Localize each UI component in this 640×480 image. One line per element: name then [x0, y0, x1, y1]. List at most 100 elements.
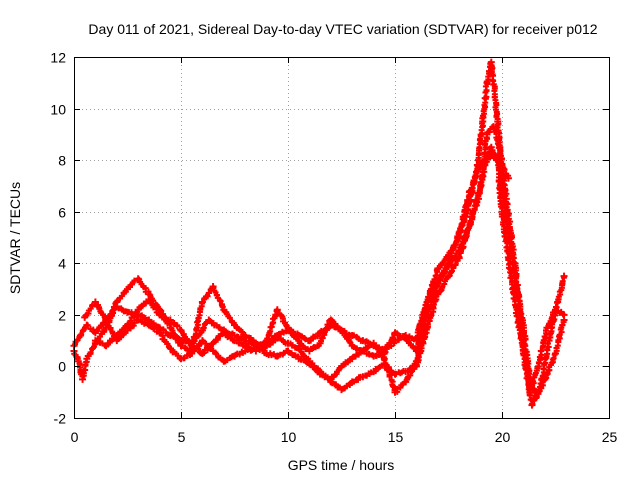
series-3-track	[82, 124, 567, 394]
x-tick-label: 15	[388, 429, 404, 445]
track-marker	[214, 336, 221, 343]
track-marker	[205, 289, 212, 296]
track-marker	[334, 324, 341, 331]
track-marker	[83, 358, 90, 365]
track-marker	[203, 318, 210, 325]
track-marker	[199, 300, 206, 307]
track-marker	[494, 157, 501, 164]
track-marker	[224, 334, 231, 341]
chart-title: Day 011 of 2021, Sidereal Day-to-day VTE…	[88, 21, 597, 37]
track-marker	[251, 339, 258, 346]
track-marker	[560, 319, 567, 326]
y-tick-label: 4	[58, 256, 66, 272]
track-marker	[431, 290, 438, 297]
track-marker	[375, 345, 382, 352]
series-2	[70, 143, 568, 409]
track-marker	[510, 259, 517, 266]
y-axis-label: SDTVAR / TECUs	[7, 182, 23, 294]
track-marker	[411, 361, 418, 368]
track-marker	[165, 316, 172, 323]
x-tick-label: 20	[495, 429, 511, 445]
track-marker	[188, 341, 195, 348]
track-marker	[347, 356, 354, 363]
track-marker	[315, 330, 322, 337]
track-marker	[229, 353, 236, 360]
track-marker	[513, 278, 520, 285]
track-marker	[533, 394, 540, 401]
series-4	[91, 151, 512, 396]
track-marker	[559, 278, 566, 285]
track-marker	[134, 308, 141, 315]
track-marker	[505, 172, 512, 179]
track-marker	[386, 340, 393, 347]
track-marker	[168, 345, 175, 352]
track-marker	[471, 177, 478, 184]
track-marker	[127, 317, 134, 324]
track-marker	[145, 288, 152, 295]
track-marker	[219, 303, 226, 310]
track-marker	[389, 334, 396, 341]
track-marker	[465, 226, 472, 233]
track-marker	[542, 327, 549, 334]
x-tick-label: 5	[178, 429, 186, 445]
track-marker	[198, 329, 205, 336]
track-marker	[495, 142, 502, 149]
track-marker	[446, 272, 453, 279]
track-marker	[118, 293, 125, 300]
track-marker	[507, 274, 514, 281]
series-1-track	[72, 60, 567, 400]
track-marker	[315, 369, 322, 376]
y-tick-label: 6	[58, 205, 66, 221]
x-tick-label: 0	[71, 429, 79, 445]
track-marker	[468, 184, 475, 191]
track-marker	[296, 345, 303, 352]
track-marker	[341, 330, 348, 337]
track-marker	[226, 314, 233, 321]
track-marker	[174, 323, 181, 330]
track-marker	[384, 367, 391, 374]
track-marker	[94, 327, 101, 334]
track-marker	[497, 162, 504, 169]
track-marker	[368, 369, 375, 376]
track-marker	[434, 282, 441, 289]
x-axis-label: GPS time / hours	[288, 457, 395, 473]
track-marker	[204, 293, 211, 300]
track-marker	[239, 349, 246, 356]
track-marker	[78, 331, 85, 338]
track-marker	[444, 262, 451, 269]
track-marker	[502, 192, 509, 199]
track-marker	[534, 365, 541, 372]
track-marker	[479, 120, 486, 127]
track-marker	[272, 337, 279, 344]
track-marker	[261, 344, 268, 351]
plot-frame	[74, 57, 610, 419]
track-marker	[147, 298, 154, 305]
track-marker	[560, 274, 567, 281]
y-tick-label: 12	[50, 50, 66, 66]
track-marker	[455, 249, 462, 256]
track-marker	[336, 364, 343, 371]
track-marker	[87, 349, 94, 356]
track-marker	[315, 342, 322, 349]
series-3	[81, 123, 568, 396]
track-marker	[283, 322, 290, 329]
track-marker	[171, 320, 178, 327]
y-tick-label: -2	[54, 411, 67, 427]
track-marker	[464, 197, 471, 204]
y-tick-label: 8	[58, 153, 66, 169]
series-2-track	[71, 145, 567, 408]
track-marker	[319, 335, 326, 342]
track-marker	[305, 355, 312, 362]
track-marker	[514, 313, 521, 320]
track-marker	[347, 380, 354, 387]
track-marker	[529, 401, 536, 408]
track-marker	[200, 324, 207, 331]
series-1	[70, 58, 568, 401]
track-marker	[550, 355, 557, 362]
y-tick-label: 2	[58, 308, 66, 324]
track-marker	[294, 336, 301, 343]
series-4-track	[94, 152, 512, 395]
track-marker	[122, 288, 129, 295]
track-marker	[471, 206, 478, 213]
